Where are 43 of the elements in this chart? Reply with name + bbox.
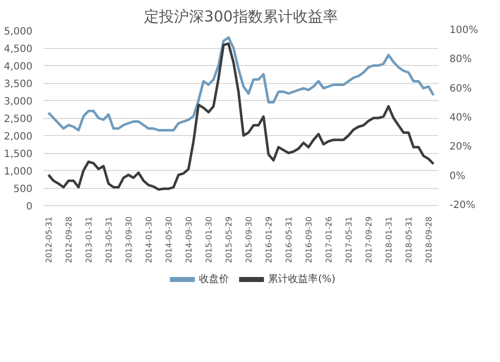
x-tick-label: 2016-09-30: [304, 216, 314, 263]
y2-tick-label: 100%: [450, 25, 478, 36]
y-tick-label: 1,500: [4, 149, 33, 160]
y-tick-label: 2,000: [4, 132, 33, 142]
x-tick-label: 2015-05-29: [224, 216, 234, 263]
line-series: [47, 42, 435, 191]
chart-title: 定投沪深300指数累计收益率: [144, 8, 338, 26]
y2-tick-label: 60%: [450, 83, 472, 94]
y-tick-label: 3,500: [4, 79, 33, 90]
x-tick-label: 2017-09-29: [364, 216, 374, 263]
legend-label: 收盘价: [198, 273, 229, 285]
x-tick-label: 2018-05-31: [404, 216, 414, 263]
x-tick-label: 2013-01-31: [84, 216, 94, 263]
y2-tick-label: 20%: [450, 142, 472, 153]
x-tick-label: 2014-09-30: [184, 216, 194, 263]
x-tick-label: 2015-09-30: [244, 216, 254, 263]
y-tick-label: 4,500: [4, 44, 33, 55]
y-tick-label: 3,000: [4, 96, 33, 108]
y-tick-label: 5,000: [4, 26, 33, 38]
x-tick-label: 2014-01-30: [144, 216, 154, 263]
x-tick-label: 2012-09-28: [64, 216, 74, 263]
y-tick-label: 1,000: [4, 166, 33, 178]
y2-tick-label: 80%: [450, 54, 472, 66]
y2-tick-label: 0%: [450, 170, 466, 182]
x-tick-label: 2016-01-29: [264, 216, 274, 263]
x-tick-label: 2017-05-31: [344, 216, 354, 263]
x-tick-label: 2012-05-31: [44, 216, 54, 263]
x-tick-label: 2018-01-31: [384, 216, 394, 263]
y-tick-label: 4,000: [4, 62, 33, 72]
line-series: [47, 36, 435, 132]
y-tick-label: 0: [26, 202, 33, 212]
x-tick-label: 2016-05-31: [284, 216, 294, 263]
y-tick-label: 500: [13, 184, 33, 195]
y2-tick-label: -20%: [450, 200, 476, 211]
x-tick-label: 2018-09-28: [424, 216, 434, 263]
y-tick-label: 2,500: [4, 114, 33, 125]
legend-label: 累计收益率(%): [268, 273, 336, 285]
x-tick-label: 2014-05-30: [164, 216, 174, 263]
y2-tick-label: 40%: [450, 112, 472, 124]
x-tick-label: 2013-09-30: [124, 216, 134, 263]
x-tick-label: 2015-01-30: [204, 216, 214, 263]
x-tick-label: 2017-01-26: [324, 216, 334, 263]
x-tick-label: 2013-05-31: [104, 216, 114, 263]
